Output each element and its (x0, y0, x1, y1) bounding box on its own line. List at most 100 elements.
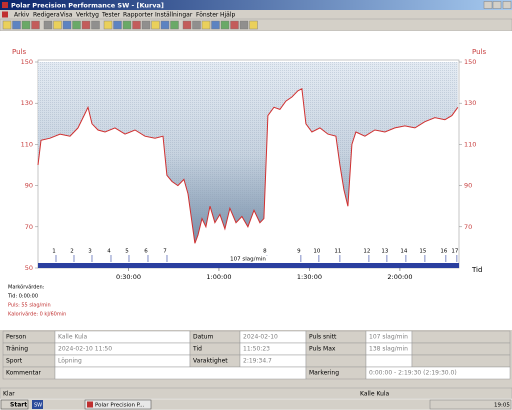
menu-item[interactable]: Redigera (33, 11, 60, 18)
table-label: Datum (193, 334, 213, 341)
table-label: Varaktighet (193, 358, 228, 365)
start-label: Start (10, 402, 27, 409)
menu-item[interactable]: Arkiv (14, 11, 30, 18)
quick-launch[interactable] (32, 400, 43, 409)
toolbar-button[interactable] (141, 20, 151, 30)
menu-item[interactable]: Visa (60, 11, 73, 18)
x-tick-label: 1:30:00 (297, 273, 322, 281)
table-cell (411, 330, 511, 344)
toolbar-button[interactable] (182, 20, 192, 30)
window-buttons (483, 1, 512, 9)
menu-item[interactable]: Tester (101, 11, 121, 18)
toolbar-button[interactable] (2, 20, 12, 30)
menu-item[interactable]: Verktyg (76, 11, 99, 18)
toolbar-button[interactable] (220, 20, 230, 30)
average-label: 107 slag/min (230, 257, 266, 263)
task-button[interactable] (84, 399, 152, 410)
maximize[interactable] (492, 1, 502, 9)
table-cell (365, 366, 511, 380)
table-label: Tid (192, 346, 202, 353)
table-value: 2:19:34.7 (243, 358, 272, 365)
table-value: 0:00:00 - 2:19:30 (2:19:30.0) (369, 370, 457, 377)
minimize[interactable] (483, 1, 493, 9)
marker-label: 6 (144, 249, 148, 255)
status-user: Kalle Kula (360, 391, 390, 398)
table-label: Puls snitt (309, 334, 337, 341)
app-icon (2, 2, 8, 8)
toolbar-button[interactable] (170, 20, 179, 30)
toolbar-button[interactable] (21, 20, 31, 30)
toolbar-button[interactable] (113, 20, 122, 30)
y2-tick-label: 130 (464, 99, 476, 107)
marker-label: 17 (451, 249, 458, 255)
toolbar-button[interactable] (103, 20, 113, 30)
menu-item[interactable]: Inställningar (155, 11, 193, 18)
taskbar (0, 398, 512, 410)
table-label: Person (6, 334, 26, 341)
table-cell (411, 342, 511, 356)
marker-label: 7 (163, 249, 167, 255)
marker-label: 10 (313, 249, 320, 255)
toolbar-button[interactable] (211, 20, 220, 30)
toolbar-button[interactable] (62, 20, 72, 30)
toolbar-button[interactable] (249, 20, 258, 30)
marker-label: 2 (70, 249, 74, 255)
marker-label: 5 (125, 249, 129, 255)
toolbar-button[interactable] (72, 20, 81, 30)
menu-item[interactable]: Hjälp (220, 11, 236, 18)
y2-axis-label: Puls (472, 48, 486, 56)
y2-tick-label: 150 (464, 58, 476, 66)
table-cell (54, 366, 307, 380)
cursor-pulse: Puls: 55 slag/min (8, 303, 51, 309)
table-label: Sport (6, 358, 23, 365)
y2-tick-label: 90 (464, 182, 472, 190)
toolbar-button[interactable] (122, 20, 132, 30)
x-tick-label: 2:00:00 (387, 273, 412, 281)
toolbar-button[interactable] (43, 20, 53, 30)
marker-label: 11 (334, 249, 341, 255)
menu-item[interactable]: Fönster (196, 11, 219, 18)
y-tick-label: 70 (25, 223, 33, 231)
table-value: Löpning (58, 358, 82, 365)
toolbar-button[interactable] (151, 20, 160, 30)
cursor-time: Tid: 0:00:00 (7, 294, 38, 300)
close[interactable] (502, 1, 512, 9)
toolbar-button[interactable] (91, 20, 100, 30)
toolbar-button[interactable] (192, 20, 201, 30)
table-value: 138 slag/min (369, 346, 408, 353)
cursor-heading: Markörvärden: (8, 285, 45, 291)
area-dots (38, 62, 458, 244)
cursor-calorie: Kalorivärde: 0 kJ/60min (8, 312, 66, 318)
table-value: 2024-02-10 (243, 334, 278, 341)
window-title: Polar Precision Performance SW - [Kurva] (11, 2, 164, 10)
toolbar-button[interactable] (12, 20, 21, 30)
toolbar-button[interactable] (81, 20, 91, 30)
table-label: Träning (5, 346, 28, 353)
toolbar-button[interactable] (53, 20, 62, 30)
marker-label: 9 (297, 249, 301, 255)
toolbar-button[interactable] (239, 20, 249, 30)
tray (429, 399, 512, 410)
table-cell (365, 354, 413, 368)
y-axis-label: Puls (12, 48, 26, 56)
toolbar-button[interactable] (132, 20, 141, 30)
table-label: Kommentar (6, 370, 42, 377)
y2-tick-label: 110 (464, 140, 476, 148)
menu-item[interactable]: Rapporter (123, 11, 154, 18)
table-cell (411, 354, 511, 368)
start-button[interactable] (0, 399, 29, 410)
toolbar-button[interactable] (160, 20, 170, 30)
toolbar-button[interactable] (201, 20, 211, 30)
toolbar-button[interactable] (230, 20, 239, 30)
table-value: Kalle Kula (58, 334, 88, 341)
status-bar (0, 387, 512, 400)
title-bar (0, 0, 512, 10)
clock: 19:05 (494, 403, 510, 409)
marker-label: 14 (400, 249, 407, 255)
menu-bar (0, 10, 512, 19)
toolbar-button[interactable] (31, 20, 40, 30)
marker-label: 3 (88, 249, 92, 255)
task-icon (87, 401, 93, 408)
marker-label: 12 (363, 249, 370, 255)
